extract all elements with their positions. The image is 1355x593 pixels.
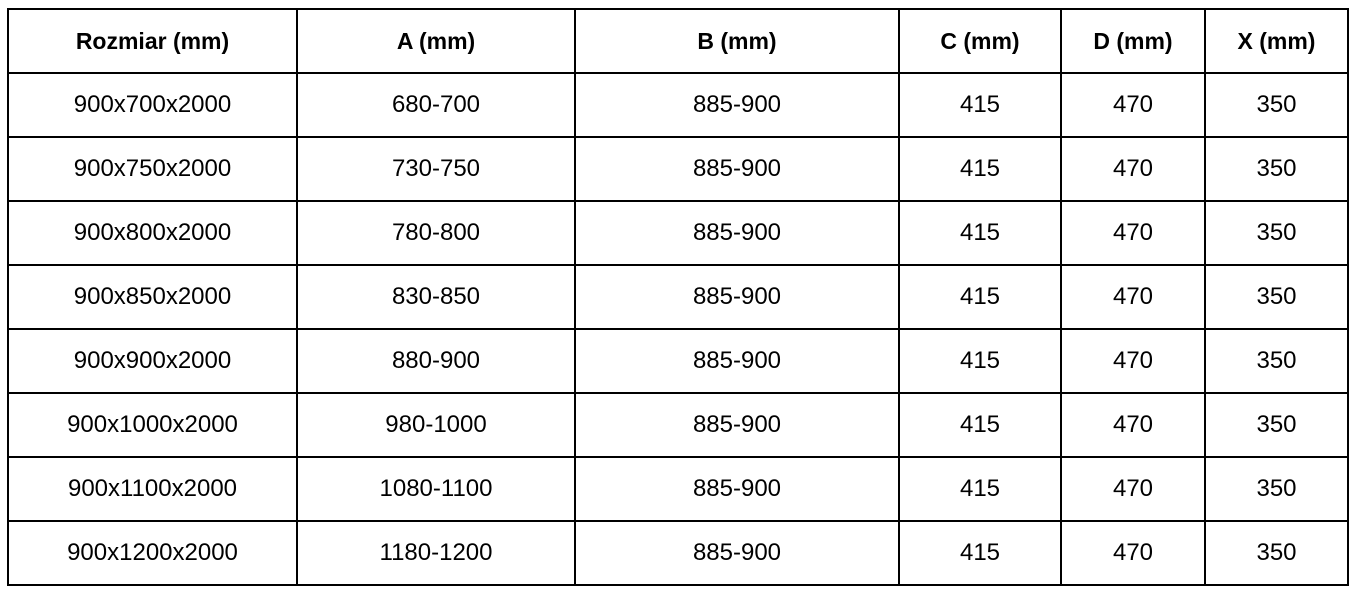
cell-b: 885-900 bbox=[574, 328, 900, 394]
cell-d: 470 bbox=[1060, 200, 1206, 266]
cell-c: 415 bbox=[898, 264, 1062, 330]
cell-b: 885-900 bbox=[574, 520, 900, 586]
cell-a: 680-700 bbox=[296, 72, 576, 138]
cell-rozmiar: 900x750x2000 bbox=[7, 136, 298, 202]
cell-d: 470 bbox=[1060, 136, 1206, 202]
cell-rozmiar: 900x900x2000 bbox=[7, 328, 298, 394]
cell-a: 1180-1200 bbox=[296, 520, 576, 586]
cell-x: 350 bbox=[1204, 264, 1349, 330]
cell-x: 350 bbox=[1204, 200, 1349, 266]
cell-rozmiar: 900x850x2000 bbox=[7, 264, 298, 330]
cell-x: 350 bbox=[1204, 520, 1349, 586]
cell-b: 885-900 bbox=[574, 200, 900, 266]
cell-d: 470 bbox=[1060, 264, 1206, 330]
header-rozmiar: Rozmiar (mm) bbox=[7, 8, 298, 74]
cell-d: 470 bbox=[1060, 456, 1206, 522]
cell-x: 350 bbox=[1204, 456, 1349, 522]
cell-x: 350 bbox=[1204, 328, 1349, 394]
cell-a: 980-1000 bbox=[296, 392, 576, 458]
cell-a: 830-850 bbox=[296, 264, 576, 330]
header-a: A (mm) bbox=[296, 8, 576, 74]
cell-x: 350 bbox=[1204, 136, 1349, 202]
cell-rozmiar: 900x700x2000 bbox=[7, 72, 298, 138]
table-row: 900x1100x2000 1080-1100 885-900 415 470 350 bbox=[7, 456, 1349, 522]
cell-a: 780-800 bbox=[296, 200, 576, 266]
cell-a: 880-900 bbox=[296, 328, 576, 394]
cell-x: 350 bbox=[1204, 392, 1349, 458]
table-row: 900x700x2000 680-700 885-900 415 470 350 bbox=[7, 72, 1349, 138]
header-row: Rozmiar (mm) A (mm) B (mm) C (mm) D (mm)… bbox=[7, 8, 1349, 74]
cell-x: 350 bbox=[1204, 72, 1349, 138]
cell-c: 415 bbox=[898, 328, 1062, 394]
cell-d: 470 bbox=[1060, 72, 1206, 138]
table-row: 900x1200x2000 1180-1200 885-900 415 470 350 bbox=[7, 520, 1349, 586]
cell-rozmiar: 900x800x2000 bbox=[7, 200, 298, 266]
table-row: 900x800x2000 780-800 885-900 415 470 350 bbox=[7, 200, 1349, 266]
cell-a: 1080-1100 bbox=[296, 456, 576, 522]
cell-d: 470 bbox=[1060, 392, 1206, 458]
table-row: 900x900x2000 880-900 885-900 415 470 350 bbox=[7, 328, 1349, 394]
cell-c: 415 bbox=[898, 456, 1062, 522]
cell-b: 885-900 bbox=[574, 392, 900, 458]
header-d: D (mm) bbox=[1060, 8, 1206, 74]
cell-b: 885-900 bbox=[574, 72, 900, 138]
cell-c: 415 bbox=[898, 520, 1062, 586]
cell-rozmiar: 900x1200x2000 bbox=[7, 520, 298, 586]
cell-rozmiar: 900x1000x2000 bbox=[7, 392, 298, 458]
cell-b: 885-900 bbox=[574, 136, 900, 202]
cell-a: 730-750 bbox=[296, 136, 576, 202]
cell-d: 470 bbox=[1060, 520, 1206, 586]
header-c: C (mm) bbox=[898, 8, 1062, 74]
table-row: 900x1000x2000 980-1000 885-900 415 470 350 bbox=[7, 392, 1349, 458]
dimensions-table: Rozmiar (mm) A (mm) B (mm) C (mm) D (mm)… bbox=[7, 8, 1349, 586]
cell-d: 470 bbox=[1060, 328, 1206, 394]
table-row: 900x750x2000 730-750 885-900 415 470 350 bbox=[7, 136, 1349, 202]
cell-c: 415 bbox=[898, 72, 1062, 138]
cell-c: 415 bbox=[898, 200, 1062, 266]
header-b: B (mm) bbox=[574, 8, 900, 74]
header-x: X (mm) bbox=[1204, 8, 1349, 74]
cell-rozmiar: 900x1100x2000 bbox=[7, 456, 298, 522]
cell-b: 885-900 bbox=[574, 264, 900, 330]
cell-b: 885-900 bbox=[574, 456, 900, 522]
cell-c: 415 bbox=[898, 136, 1062, 202]
table-row: 900x850x2000 830-850 885-900 415 470 350 bbox=[7, 264, 1349, 330]
cell-c: 415 bbox=[898, 392, 1062, 458]
